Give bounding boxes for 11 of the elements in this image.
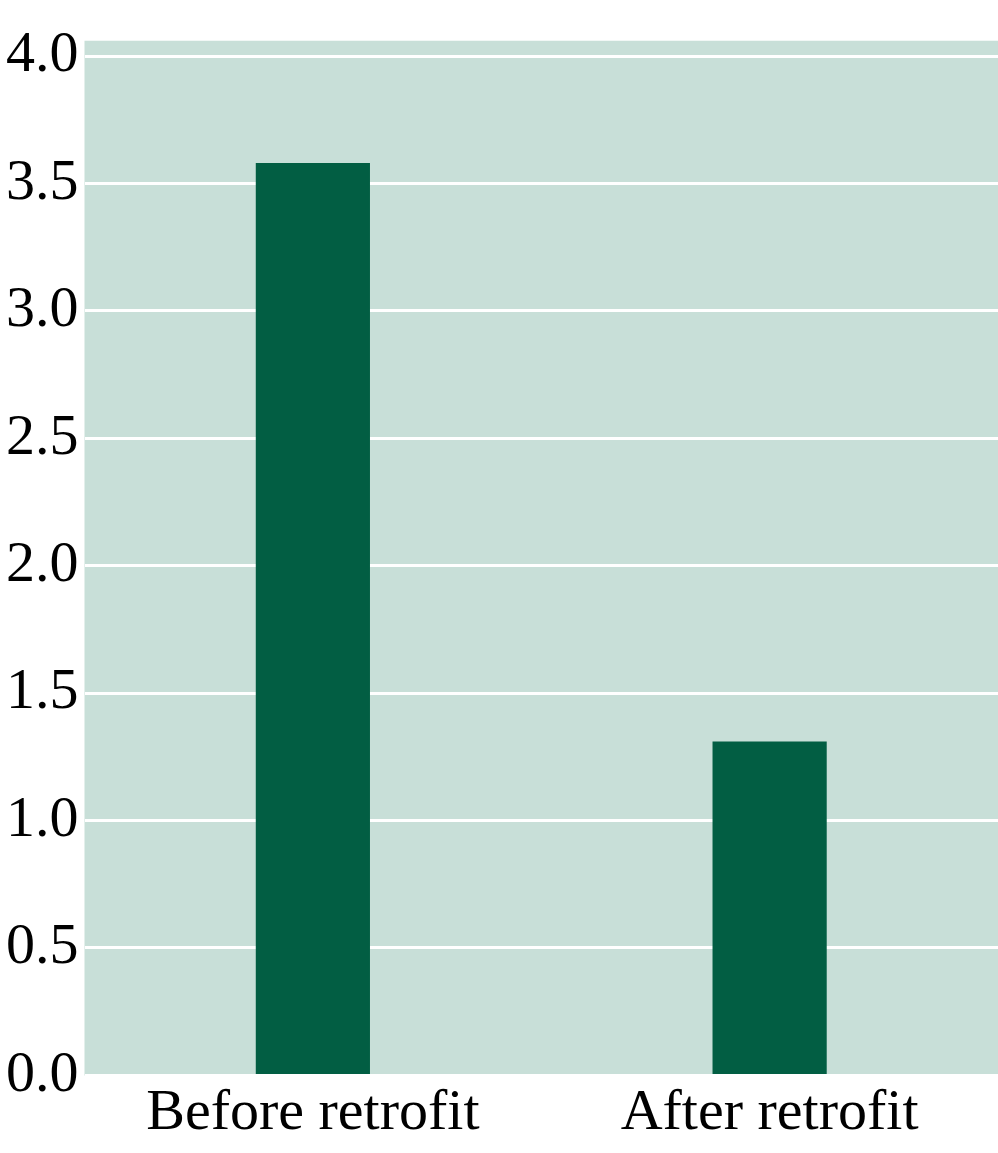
y-tick-label: 0.0: [6, 1038, 79, 1104]
y-tick-label: 2.0: [6, 528, 79, 594]
y-tick-label: 0.5: [6, 911, 79, 977]
y-tick-label: 1.5: [6, 656, 79, 722]
x-tick-label: After retrofit: [620, 1077, 919, 1143]
y-tick-label: 1.0: [6, 783, 79, 849]
y-tick-label: 2.5: [6, 401, 79, 467]
x-tick-label: Before retrofit: [146, 1077, 480, 1143]
y-tick-label: 4.0: [6, 19, 79, 85]
y-tick-label: 3.0: [6, 274, 79, 340]
y-tick-label: 3.5: [6, 146, 79, 212]
